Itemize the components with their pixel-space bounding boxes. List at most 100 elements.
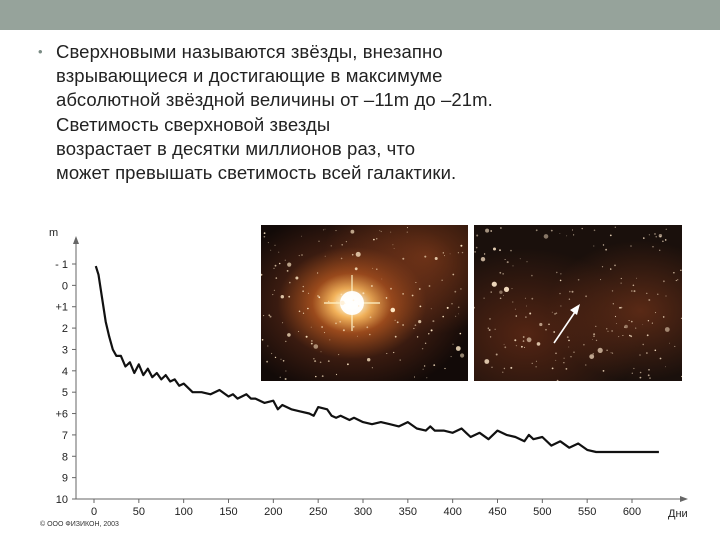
star-dot [514,308,516,310]
star-dot [282,360,285,362]
star-dot [602,370,605,372]
star-dot [444,367,446,370]
star-dot [499,297,502,300]
star-dot [311,340,313,341]
paragraph-line: может превышать светимость всей галактик… [56,162,457,184]
star-dot [328,300,330,303]
star-dot [263,232,266,235]
star-dot [413,327,415,330]
star-dot [535,229,538,232]
star-dot [418,320,422,324]
star-dot [452,343,454,345]
star-dot [602,244,605,246]
star-dot [302,312,305,314]
star-dot [605,248,607,251]
star-dot [502,273,504,275]
star-dot [351,253,354,256]
star-dot [639,354,641,356]
star-dot [593,245,595,247]
star-dot [390,231,392,233]
star-dot [563,357,565,359]
star-dot [355,251,361,257]
star-dot [335,230,337,232]
star-dot [655,312,657,314]
star-dot [559,292,561,295]
star-dot [274,264,277,267]
star-dot [269,315,272,318]
y-tick-label: +1 [55,302,68,314]
star-dot [663,280,665,283]
star-dot [370,285,373,287]
star-dot [589,354,595,359]
star-dot [369,333,371,336]
star-dot [573,351,575,353]
star-dot [491,366,493,368]
star-dot [342,329,345,332]
star-dot [642,343,644,346]
star-dot [577,279,580,281]
star-dot [543,234,549,239]
star-dot [321,326,323,328]
supernova-bright-image [261,225,468,381]
star-dot [555,312,558,314]
star-dot [460,244,463,247]
star-dot [318,296,321,299]
star-dot [680,317,682,319]
star-dot [607,330,609,332]
star-dot [381,278,383,280]
star-dot [338,354,340,356]
star-dot [628,320,630,321]
star-dot [367,358,371,362]
paragraph-line: возрастает в десятки миллионов раз, что [56,137,416,159]
star-dot [261,339,264,341]
star-dot [394,319,396,321]
y-tick-label: 4 [62,366,68,378]
star-dot [652,246,654,248]
star-dot [555,359,557,361]
star-dot [490,230,493,232]
paragraph-line: абсолютной звёздной величины от –11m до … [56,89,493,111]
star-dot [550,229,553,232]
star-dot [442,315,444,318]
star-dot [483,297,485,299]
star-dot [386,353,388,354]
star-dot [642,324,644,325]
star-dot [493,247,496,251]
star-dot [285,370,287,372]
star-dot [341,244,343,246]
star-dot [266,360,268,363]
x-tick-label: 600 [623,506,641,518]
x-axis-label: Дни [668,508,688,520]
star-dot [556,271,558,274]
star-dot [560,273,562,275]
star-dot [287,333,291,337]
star-dot [568,346,570,348]
star-dot [611,290,614,292]
star-dot [566,235,568,237]
star-dot [595,339,598,342]
x-tick-label: 0 [91,506,97,518]
star-dot [674,345,676,347]
star-dot [553,331,556,333]
star-dot [273,289,275,291]
star-dot [524,297,526,299]
star-dot [315,375,317,378]
star-dot [340,257,343,260]
star-dot [390,287,392,290]
star-dot [327,360,330,362]
star-dot [654,349,657,352]
y-tick-label: 3 [62,344,68,356]
star-dot [455,346,461,351]
star-dot [499,290,503,294]
star-dot [665,228,667,230]
star-dot [545,328,547,331]
star-dot [566,336,569,338]
star-dot [284,259,286,261]
star-dot [624,326,626,328]
star-dot [593,229,596,232]
star-dot [665,366,666,368]
star-dot [310,342,313,345]
star-dot [295,276,299,280]
star-dot [274,356,277,359]
